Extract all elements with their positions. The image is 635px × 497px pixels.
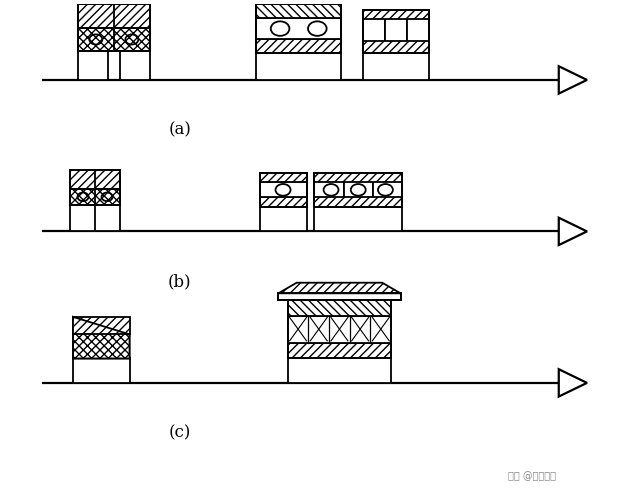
Bar: [278, 293, 401, 300]
Bar: [363, 10, 429, 53]
Bar: [73, 358, 130, 383]
Bar: [288, 300, 391, 316]
Text: 头条 @机械知网: 头条 @机械知网: [507, 471, 556, 481]
Polygon shape: [73, 317, 130, 358]
Text: (b): (b): [168, 273, 191, 290]
Polygon shape: [73, 317, 130, 358]
Bar: [373, 173, 402, 207]
Bar: [314, 173, 402, 207]
Bar: [78, 4, 150, 28]
Bar: [314, 173, 344, 207]
Bar: [288, 358, 391, 383]
Polygon shape: [559, 66, 587, 93]
Bar: [119, 51, 150, 80]
Bar: [257, 39, 341, 53]
Bar: [70, 170, 120, 189]
Bar: [278, 293, 401, 300]
Bar: [257, 4, 341, 18]
Bar: [363, 53, 429, 80]
Bar: [257, 18, 341, 39]
Bar: [277, 0, 321, 4]
Bar: [78, 28, 150, 51]
Bar: [288, 342, 391, 358]
Bar: [277, 0, 321, 4]
Bar: [385, 10, 407, 53]
Bar: [314, 207, 402, 232]
Bar: [257, 4, 341, 53]
Polygon shape: [278, 283, 401, 293]
Bar: [314, 197, 402, 207]
Bar: [257, 53, 341, 80]
Polygon shape: [559, 369, 587, 397]
Bar: [70, 170, 120, 205]
Bar: [314, 173, 402, 182]
Bar: [363, 41, 429, 53]
Bar: [288, 316, 391, 342]
Bar: [78, 4, 150, 51]
Bar: [260, 173, 307, 207]
Text: (c): (c): [168, 424, 191, 441]
Bar: [70, 205, 120, 232]
Bar: [78, 51, 108, 80]
Polygon shape: [73, 317, 130, 334]
Bar: [288, 300, 391, 358]
Bar: [363, 10, 429, 19]
Bar: [70, 189, 120, 205]
Bar: [260, 173, 307, 182]
Bar: [344, 173, 373, 207]
Text: (a): (a): [168, 121, 191, 139]
Bar: [363, 10, 385, 53]
Bar: [260, 197, 307, 207]
Bar: [407, 10, 429, 53]
Bar: [260, 182, 307, 197]
Bar: [260, 207, 307, 232]
Polygon shape: [559, 218, 587, 245]
